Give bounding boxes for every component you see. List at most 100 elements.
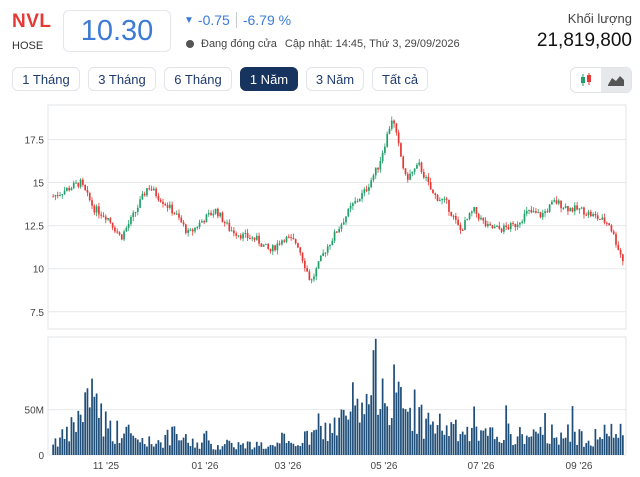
candle — [379, 157, 382, 173]
candle — [290, 233, 292, 241]
candle — [587, 209, 590, 219]
candle — [358, 198, 361, 202]
market-status: Đang đóng cửa — [201, 38, 277, 50]
volume-bar — [548, 443, 551, 455]
volume-bar — [86, 388, 89, 455]
volume-bar — [512, 445, 514, 455]
volume-bar — [521, 434, 524, 455]
volume-bar — [482, 430, 485, 455]
candle — [395, 123, 398, 136]
candle — [203, 219, 206, 225]
tab-all[interactable]: Tất cả — [372, 67, 428, 91]
candle — [88, 192, 91, 202]
volume-bar — [278, 443, 281, 455]
volume-bar — [201, 442, 203, 455]
tab-3-years[interactable]: 3 Năm — [306, 67, 364, 91]
volume-bar — [88, 407, 91, 455]
candle — [459, 222, 462, 234]
candle — [79, 178, 82, 189]
volume-bar — [203, 433, 206, 455]
candle — [223, 220, 226, 227]
price-change: -0.75 — [197, 12, 230, 28]
candle — [173, 211, 176, 215]
volume-bar — [130, 433, 132, 455]
volume-bar — [340, 409, 343, 455]
volume-bar — [262, 448, 265, 455]
tab-3-months[interactable]: 3 Tháng — [88, 67, 156, 91]
candle — [221, 211, 224, 223]
area-chart-button[interactable] — [601, 68, 631, 92]
volume-bar — [246, 441, 249, 455]
tab-6-months[interactable]: 6 Tháng — [164, 67, 232, 91]
candle — [260, 243, 263, 247]
candle — [377, 167, 379, 173]
candle — [155, 187, 157, 199]
candle — [475, 207, 478, 218]
volume-bar — [553, 437, 556, 455]
candle — [59, 191, 61, 197]
candle — [342, 218, 345, 225]
volume-bar — [466, 426, 469, 455]
candle — [104, 214, 107, 224]
volume-bar — [134, 437, 137, 455]
volume-bar — [184, 434, 187, 455]
volume-bar — [61, 429, 64, 455]
candle — [278, 240, 281, 246]
candle — [422, 168, 425, 180]
tab-1-year[interactable]: 1 Năm — [240, 67, 298, 91]
volume-bar — [109, 420, 112, 455]
price-chart[interactable]: 17.5 15 12.5 10 7.5 50M 0 11 '25 01 '26 03 '26 0… — [0, 97, 640, 477]
candle — [390, 116, 393, 131]
candle — [255, 233, 258, 241]
volume-bar — [484, 428, 487, 455]
volume-bar — [111, 441, 114, 455]
candle — [205, 213, 208, 223]
candle — [610, 224, 613, 233]
candle — [505, 222, 508, 231]
candle — [237, 235, 240, 238]
volume-bar — [621, 435, 624, 455]
volume-bar — [313, 430, 315, 455]
volume-bar — [425, 418, 427, 455]
volume-bar — [107, 428, 109, 455]
volume-bar — [98, 417, 100, 455]
candle — [317, 261, 320, 269]
candle — [139, 196, 141, 208]
volume-bar — [214, 449, 217, 455]
price-change-row: ▼ -0.75 -6.79 % — [184, 12, 291, 28]
candle — [384, 143, 386, 156]
volume-bar — [210, 443, 212, 455]
candle — [541, 209, 544, 221]
volume-bar — [308, 444, 311, 455]
volume-bar — [386, 406, 389, 455]
volume-bar — [352, 382, 354, 455]
volume-bar — [141, 437, 144, 455]
candle — [244, 229, 247, 238]
tab-1-month[interactable]: 1 Tháng — [12, 67, 80, 91]
volume-bar — [619, 423, 622, 455]
candlestick-series — [52, 116, 624, 284]
candle — [95, 204, 98, 217]
candle — [75, 179, 77, 184]
volume-bar — [299, 446, 302, 455]
candle — [292, 233, 295, 240]
candle — [340, 222, 343, 232]
candle — [91, 197, 93, 209]
candle — [98, 202, 100, 219]
volume-bar — [544, 413, 546, 455]
volume-bar — [338, 417, 341, 455]
volume-bar — [235, 449, 238, 455]
exchange-label: HOSE — [12, 40, 44, 52]
candle — [573, 202, 576, 216]
candlestick-chart-button[interactable] — [571, 68, 601, 92]
candle — [539, 211, 542, 219]
volume-bar — [310, 432, 313, 455]
candle — [523, 209, 526, 224]
candle — [454, 212, 457, 224]
chart-grid — [47, 104, 627, 456]
candle — [217, 207, 219, 219]
volume-bar — [152, 446, 155, 455]
volume-bar — [285, 442, 288, 455]
candle — [214, 208, 217, 215]
volume-bar — [532, 429, 535, 455]
